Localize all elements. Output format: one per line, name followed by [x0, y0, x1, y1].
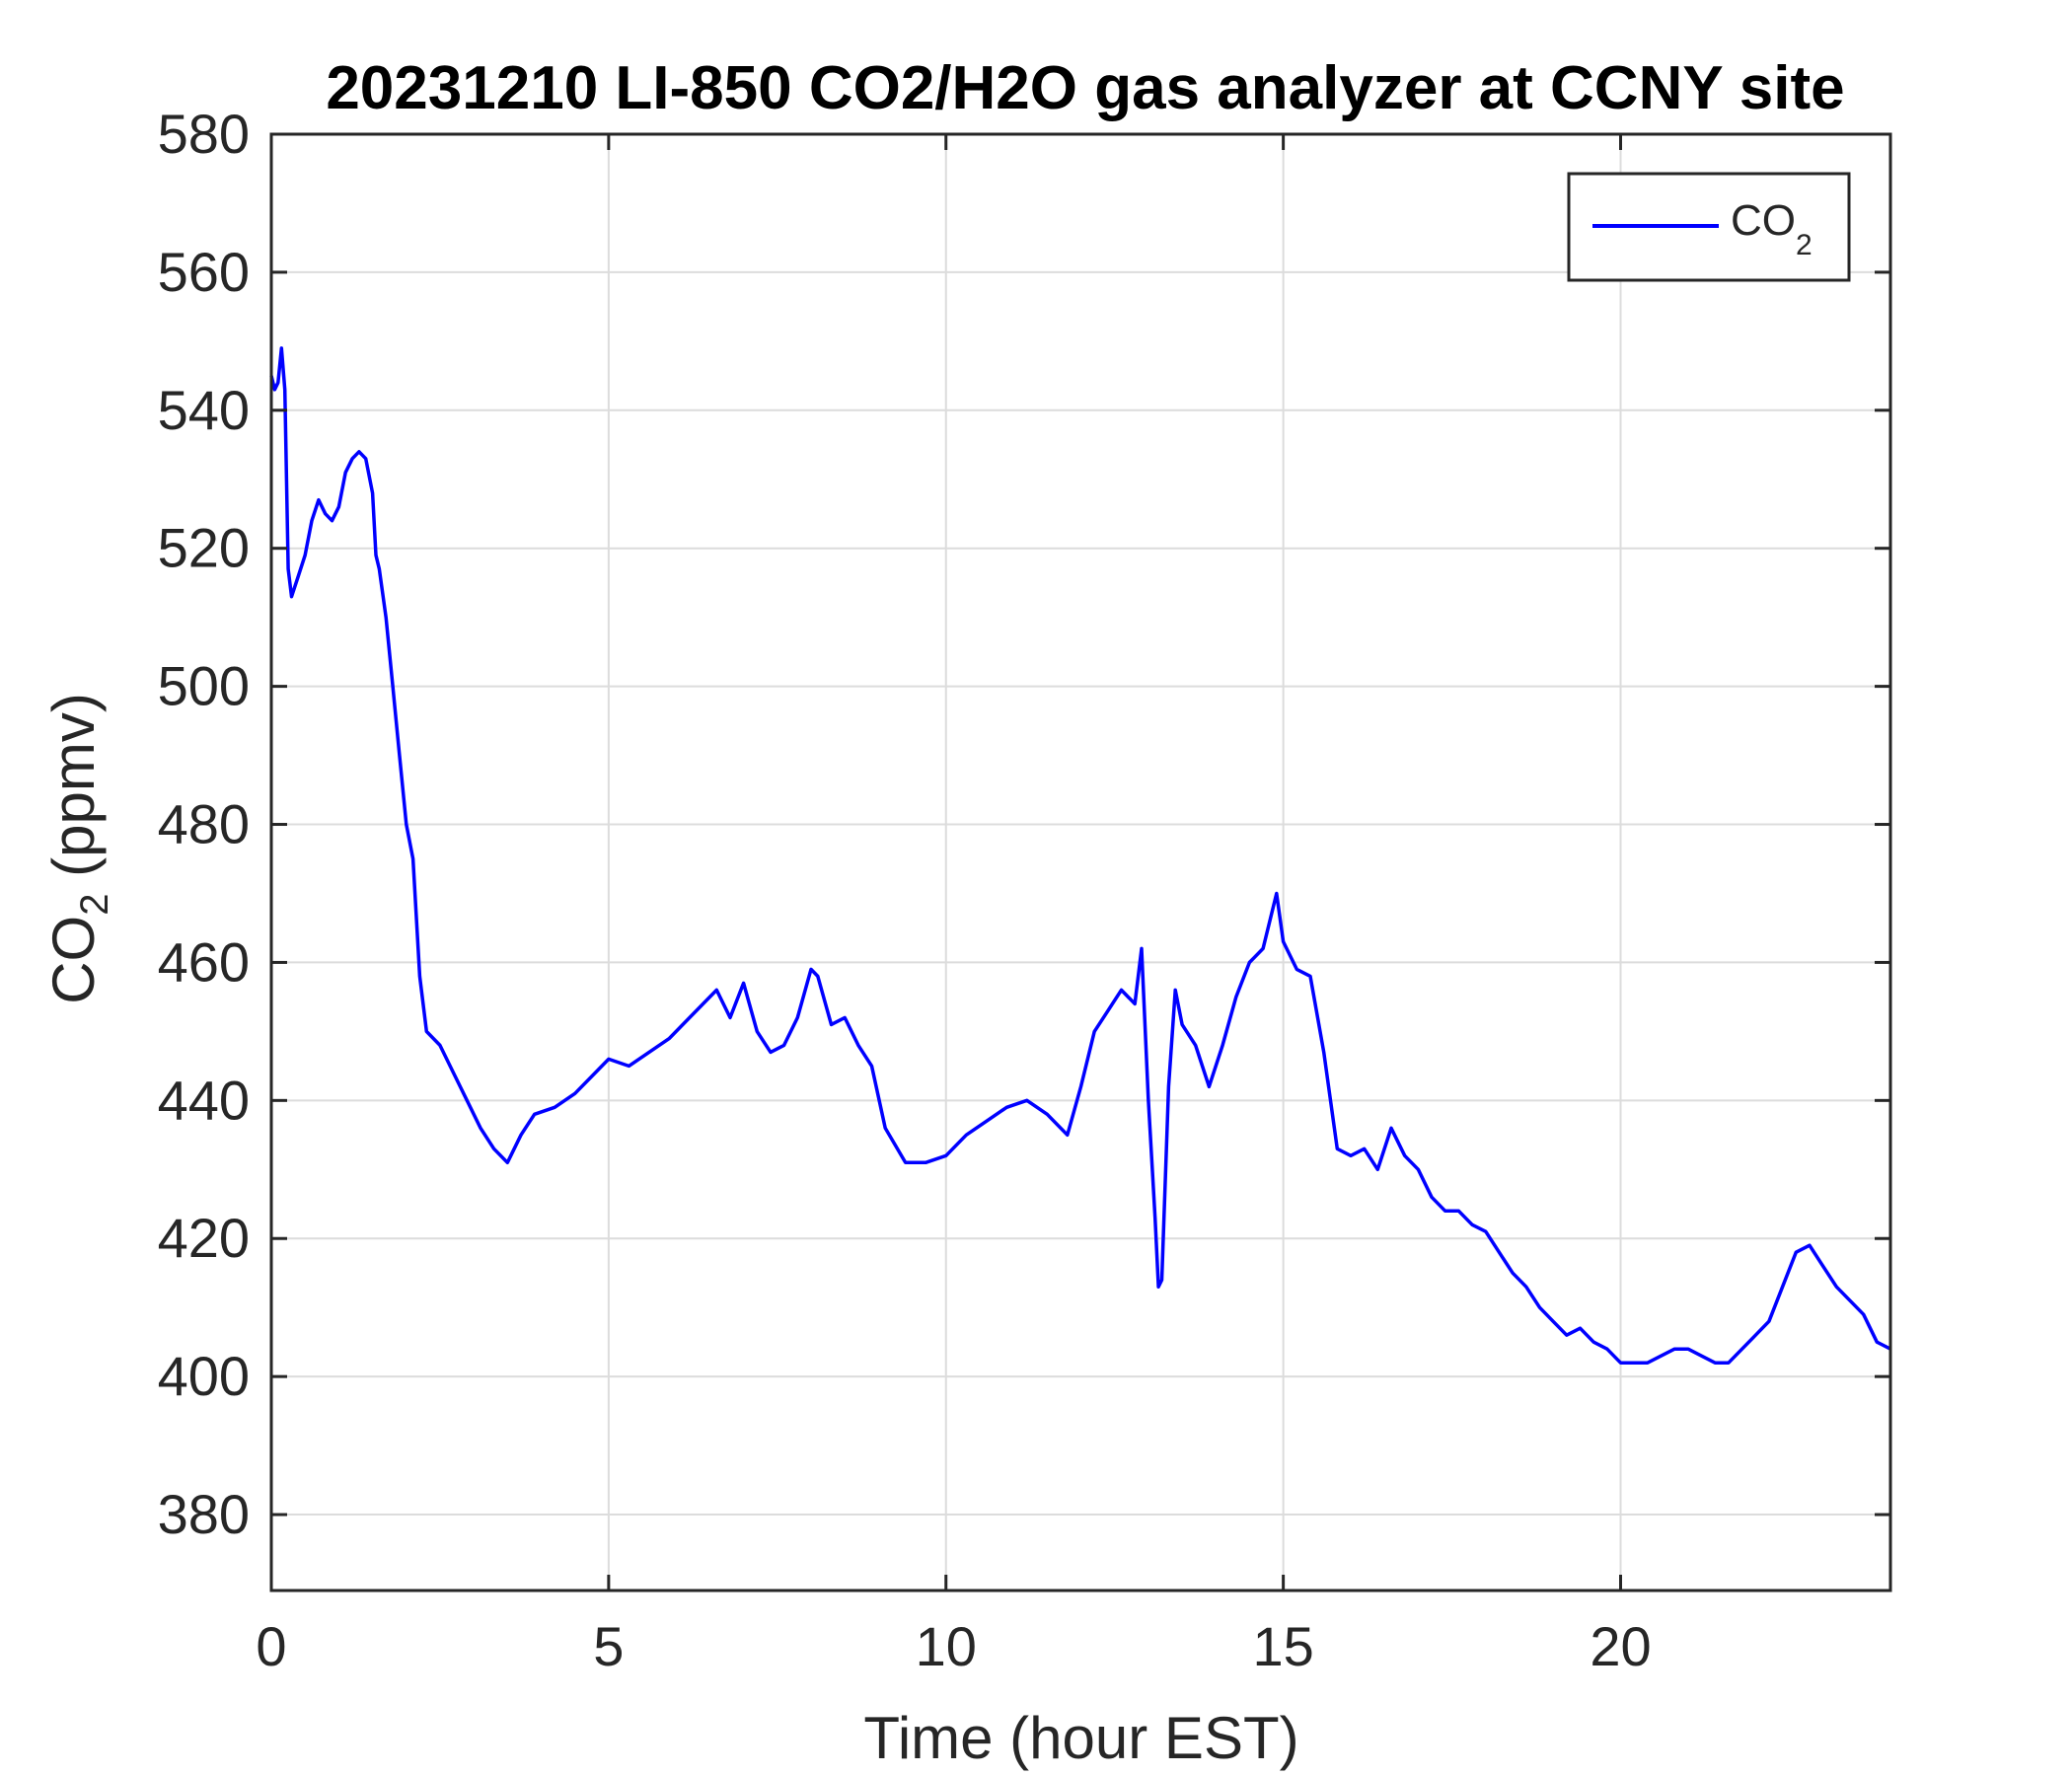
y-axis-label-sub: 2	[73, 894, 116, 916]
x-tick-label: 15	[1252, 1615, 1313, 1677]
axes-box	[269, 132, 1892, 1592]
legend-label: CO2	[1731, 196, 1813, 261]
y-axis-label-base: CO	[40, 916, 107, 1004]
y-tick-label: 380	[158, 1483, 250, 1545]
chart-title: 20231210 LI-850 CO2/H2O gas analyzer at …	[326, 54, 1844, 122]
tick-marks	[269, 132, 1890, 1591]
grid	[270, 133, 1890, 1591]
y-tick-label: 480	[158, 793, 250, 855]
y-tick-label: 560	[158, 241, 250, 303]
data-layer	[269, 346, 1891, 1365]
legend[interactable]: CO2	[1567, 172, 1851, 282]
y-tick-label: 540	[158, 379, 250, 441]
legend-label-base: CO	[1731, 196, 1796, 245]
y-tick-label: 580	[158, 103, 250, 165]
y-axis-label-rest: (ppmv)	[40, 693, 107, 893]
y-tick-label: 420	[158, 1207, 250, 1269]
series-line-co2	[269, 346, 1891, 1365]
y-tick-label: 520	[158, 517, 250, 579]
y-tick-label: 460	[158, 930, 250, 993]
x-tick-labels: 0 5 10 15 20	[256, 1615, 1651, 1677]
x-tick-label: 0	[256, 1615, 286, 1677]
y-tick-label: 440	[158, 1069, 250, 1131]
x-tick-label: 10	[916, 1615, 977, 1677]
x-axis-label: Time (hour EST)	[863, 1705, 1298, 1771]
y-tick-label: 500	[158, 655, 250, 717]
y-axis-label: CO2 (ppmv)	[40, 693, 116, 1004]
y-tick-label: 400	[158, 1345, 250, 1407]
x-tick-label: 5	[593, 1615, 624, 1677]
y-tick-labels: 380 400 420 440 460 480 500 520 540 560 580	[158, 103, 250, 1545]
legend-label-sub: 2	[1796, 229, 1813, 261]
x-tick-label: 20	[1590, 1615, 1651, 1677]
